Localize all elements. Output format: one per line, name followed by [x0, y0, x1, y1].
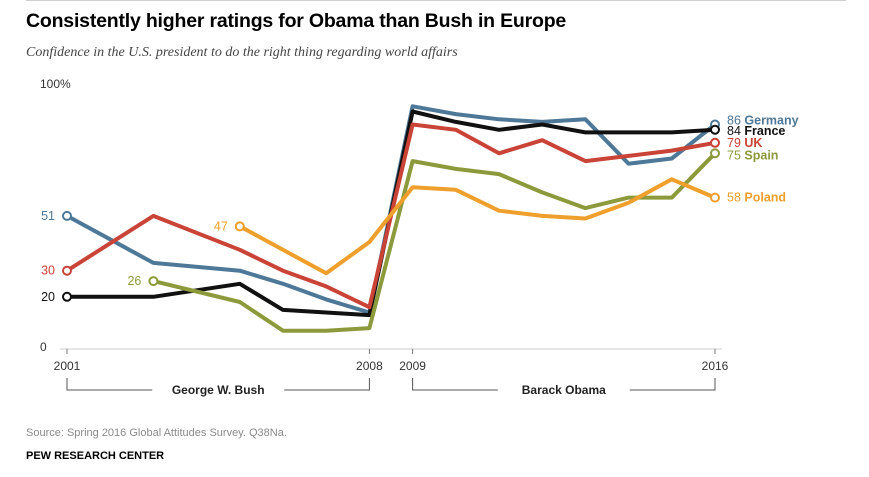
- period-george-w-bush-label: George W. Bush: [172, 383, 265, 397]
- chart-subtitle: Confidence in the U.S. president to do t…: [26, 45, 458, 60]
- series-end-marker-spain: [710, 148, 720, 159]
- series-end-value-spain: 75: [727, 148, 744, 162]
- series-start-marker-uk: [62, 265, 72, 276]
- x-tick-label-2016: 2016: [702, 359, 729, 373]
- top-rule: [26, 0, 846, 1]
- y-tick-label-0: 0: [40, 340, 47, 354]
- series-end-name-uk: UK: [744, 136, 762, 150]
- series-end-name-poland: Poland: [744, 191, 786, 205]
- series-end-label-uk: 79 UK: [727, 136, 762, 150]
- series-start-label-france: 20: [41, 290, 55, 304]
- period-george-w-bush-bracket-left: [66, 378, 153, 391]
- series-end-value-uk: 79: [727, 136, 744, 150]
- series-line-spain: [151, 151, 717, 333]
- series-end-marker-france: [710, 124, 720, 135]
- series-end-label-france: 84 France: [727, 124, 785, 138]
- series-line-poland: [237, 177, 717, 276]
- series-end-marker-poland: [710, 192, 720, 203]
- series-end-name-germany: Germany: [744, 114, 798, 128]
- x-tick-label-2009: 2009: [399, 359, 426, 373]
- series-start-marker-germany: [62, 210, 72, 221]
- period-barack-obama-bracket-left: [412, 378, 498, 391]
- series-end-label-germany: 86 Germany: [727, 114, 799, 128]
- series-end-label-spain: 75 Spain: [727, 148, 778, 162]
- organization-credit: PEW RESEARCH CENTER: [26, 450, 165, 462]
- series-end-value-france: 84: [727, 124, 744, 138]
- series-start-label-germany: 51: [41, 209, 55, 223]
- period-george-w-bush-bracket-right: [284, 378, 370, 391]
- y-tick-label-100: 100%: [40, 77, 71, 91]
- series-start-marker-france: [62, 291, 72, 302]
- series-end-name-france: France: [744, 124, 785, 138]
- series-start-label-spain: 26: [127, 274, 141, 288]
- series-end-label-poland: 58 Poland: [727, 191, 786, 205]
- series-start-marker-poland: [234, 221, 245, 232]
- series-start-label-uk: 30: [41, 264, 55, 278]
- x-tick-label-2008: 2008: [356, 359, 383, 373]
- series-start-label-poland: 47: [214, 219, 228, 233]
- source-note: Source: Spring 2016 Global Attitudes Sur…: [26, 427, 287, 439]
- chart-title: Consistently higher ratings for Obama th…: [26, 10, 567, 32]
- series-end-marker-uk: [710, 137, 720, 148]
- series-start-marker-spain: [148, 276, 159, 287]
- series-line-france: [65, 109, 717, 318]
- series-end-value-poland: 58: [727, 191, 744, 205]
- x-tick-label-2001: 2001: [54, 359, 81, 373]
- period-barack-obama-bracket-right: [629, 378, 716, 391]
- series-line-uk: [65, 122, 717, 310]
- period-barack-obama-label: Barack Obama: [522, 383, 606, 397]
- series-end-name-spain: Spain: [744, 148, 778, 162]
- series-end-value-germany: 86: [727, 114, 744, 128]
